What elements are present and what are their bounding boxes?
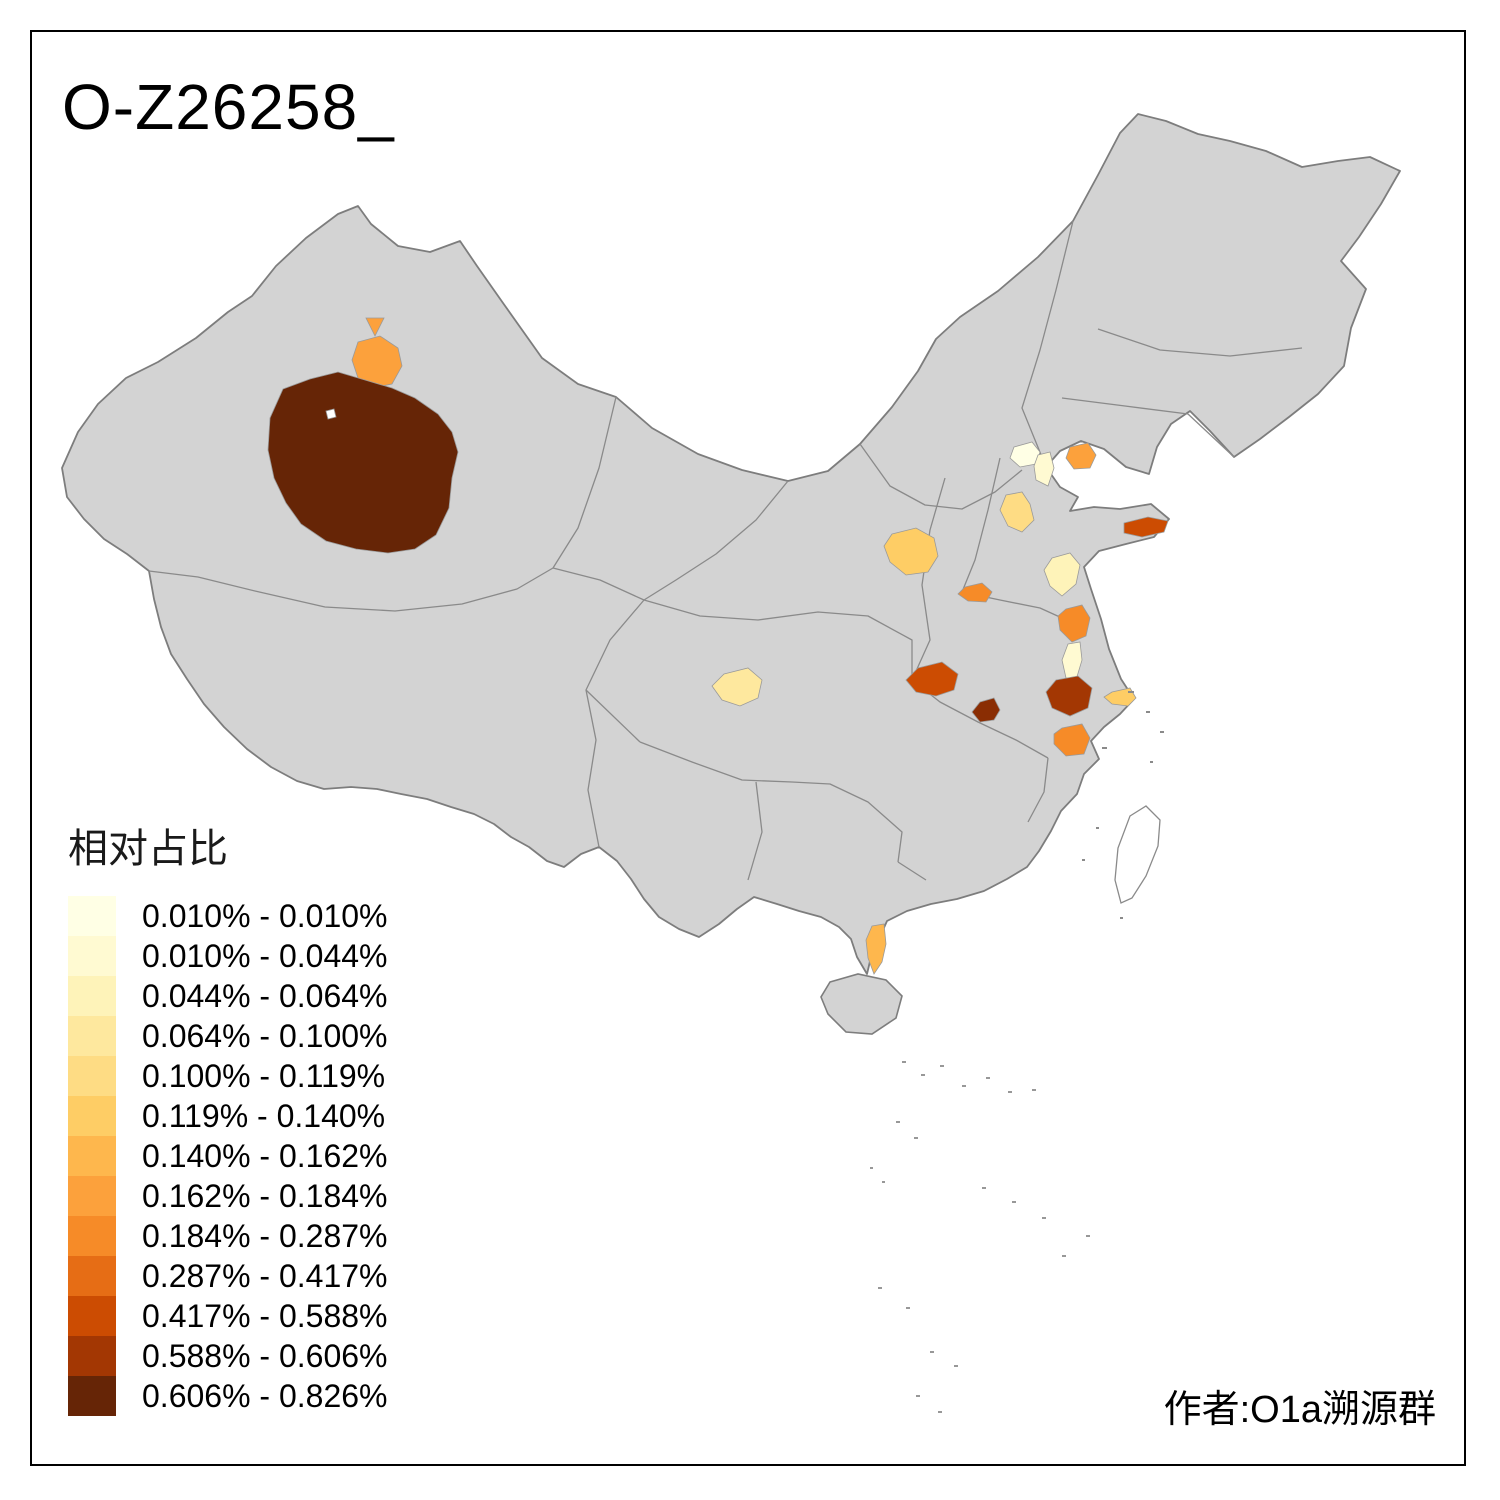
legend-swatch	[68, 1016, 116, 1056]
legend-swatch	[68, 1216, 116, 1256]
legend-row: 0.140% - 0.162%	[68, 1136, 388, 1176]
region-shanxi	[883, 527, 939, 576]
legend-row: 0.606% - 0.826%	[68, 1376, 388, 1416]
region-north-hunan	[971, 697, 1001, 723]
legend-label: 0.588% - 0.606%	[142, 1337, 388, 1374]
province-boundaries	[148, 220, 1303, 881]
legend-swatch	[68, 1136, 116, 1176]
legend-swatch	[68, 1256, 116, 1296]
legend-rows: 0.010% - 0.010% 0.010% - 0.044% 0.044% - 0…	[68, 896, 388, 1416]
region-central-hubei	[905, 661, 959, 697]
legend-swatch	[68, 1176, 116, 1216]
region-central-jiangsu	[1057, 604, 1091, 643]
region-west-shandong	[1043, 552, 1081, 597]
region-north-henan	[957, 582, 993, 603]
region-leizhou-peninsula	[865, 923, 887, 975]
region-south-xinjiang-enclave	[325, 408, 337, 420]
highlighted-regions	[267, 317, 1169, 975]
legend-swatch	[68, 896, 116, 936]
legend-label: 0.287% - 0.417%	[142, 1257, 388, 1294]
legend-label: 0.162% - 0.184%	[142, 1177, 388, 1214]
region-north-xinjiang-main	[351, 335, 403, 389]
legend-label: 0.010% - 0.044%	[142, 937, 388, 974]
legend-label: 0.010% - 0.010%	[142, 897, 388, 934]
region-tianjin	[1065, 442, 1097, 470]
hainan-island	[820, 973, 903, 1035]
legend-row: 0.184% - 0.287%	[68, 1216, 388, 1256]
legend-row: 0.100% - 0.119%	[68, 1056, 388, 1096]
plot-title: O-Z26258_	[62, 71, 395, 143]
legend-label: 0.119% - 0.140%	[142, 1097, 386, 1134]
taiwan-island	[1114, 805, 1161, 904]
region-south-anhui	[1045, 675, 1093, 717]
region-beijing-east	[1033, 451, 1055, 487]
legend-label: 0.044% - 0.064%	[142, 977, 388, 1014]
legend-row: 0.064% - 0.100%	[68, 1016, 388, 1056]
legend-swatch	[68, 1096, 116, 1136]
legend-row: 0.162% - 0.184%	[68, 1176, 388, 1216]
legend-label: 0.140% - 0.162%	[142, 1137, 388, 1174]
legend-swatch	[68, 1376, 116, 1416]
legend-row: 0.010% - 0.044%	[68, 936, 388, 976]
legend-label: 0.064% - 0.100%	[142, 1017, 388, 1054]
region-central-hebei	[999, 491, 1035, 533]
region-shandong-peninsula	[1123, 516, 1169, 538]
legend-row: 0.287% - 0.417%	[68, 1256, 388, 1296]
region-south-xinjiang	[267, 371, 459, 554]
legend-row: 0.588% - 0.606%	[68, 1336, 388, 1376]
coastal-islets	[1082, 691, 1164, 919]
legend-swatch	[68, 976, 116, 1016]
region-west-zhejiang	[1053, 723, 1091, 757]
legend-row: 0.417% - 0.588%	[68, 1296, 388, 1336]
legend-swatch	[68, 1336, 116, 1376]
legend-label: 0.184% - 0.287%	[142, 1217, 388, 1254]
legend-label: 0.417% - 0.588%	[142, 1297, 388, 1334]
legend-label: 0.100% - 0.119%	[142, 1057, 386, 1094]
south-china-sea-islands	[870, 1061, 1090, 1413]
author-credit: 作者:O1a溯源群	[1163, 1389, 1436, 1431]
legend-swatch	[68, 1056, 116, 1096]
legend-row: 0.044% - 0.064%	[68, 976, 388, 1016]
legend-row: 0.010% - 0.010%	[68, 896, 388, 936]
legend-row: 0.119% - 0.140%	[68, 1096, 388, 1136]
legend: 相对占比 0.010% - 0.010% 0.010% - 0.044% 0.044…	[68, 816, 388, 1416]
legend-swatch	[68, 936, 116, 976]
legend-title: 相对占比	[68, 827, 228, 871]
region-chengdu	[711, 667, 763, 707]
region-north-xinjiang-small	[365, 317, 385, 337]
legend-swatch	[68, 1296, 116, 1336]
legend-label: 0.606% - 0.826%	[142, 1377, 388, 1414]
